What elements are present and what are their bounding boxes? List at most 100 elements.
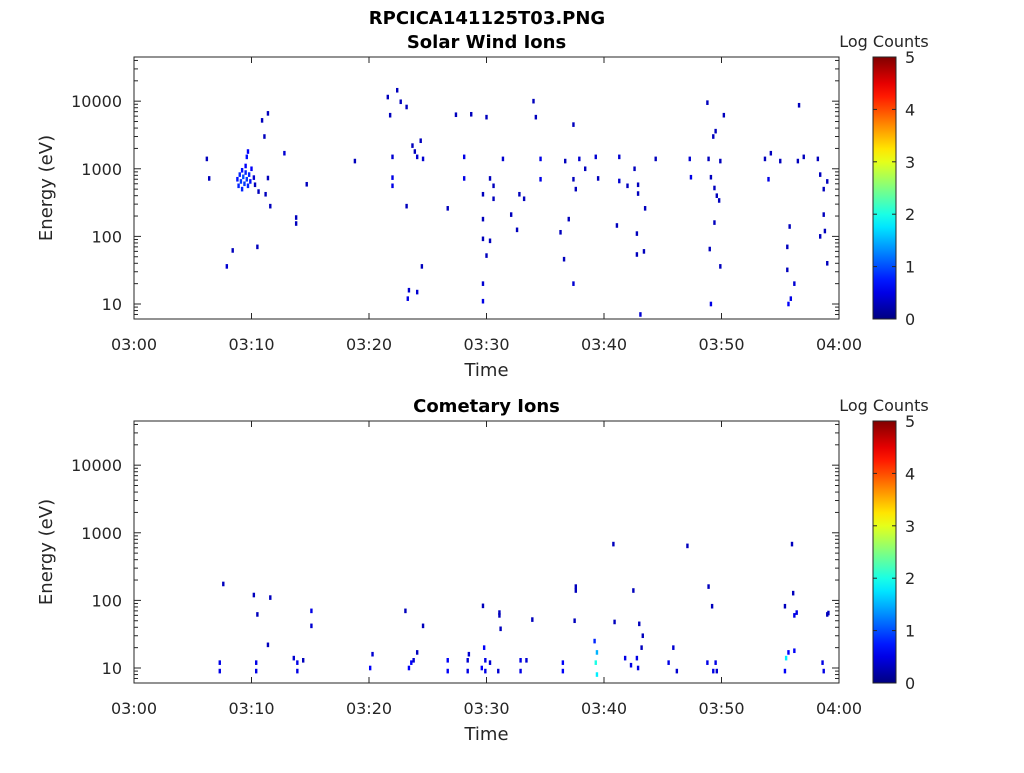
data-cell [767, 176, 770, 182]
data-cell [415, 289, 419, 295]
y-tick-label: 100 [91, 591, 122, 610]
data-cell [231, 248, 234, 253]
plot-area [134, 421, 839, 683]
data-cell [531, 617, 534, 622]
x-axis-label: Time [463, 724, 508, 745]
data-cell [266, 642, 270, 648]
data-cell [822, 212, 825, 217]
data-cell [296, 668, 299, 674]
data-cell [522, 196, 526, 202]
data-cell [574, 584, 577, 589]
data-cell [578, 156, 581, 162]
data-cell [239, 179, 243, 184]
data-cell [481, 603, 485, 609]
data-cell [618, 178, 621, 184]
data-cell [707, 584, 710, 589]
data-cell [467, 651, 471, 657]
data-cell [784, 655, 788, 661]
data-cell [826, 179, 829, 184]
x-tick-label: 03:50 [698, 335, 744, 354]
data-cell [420, 264, 424, 269]
data-cell [488, 238, 492, 244]
data-cell [594, 660, 597, 665]
data-cell [218, 660, 221, 665]
data-cell [802, 154, 805, 160]
data-cell [572, 281, 575, 286]
data-cell [779, 158, 782, 164]
data-cell [481, 216, 485, 222]
data-cell [572, 122, 575, 127]
colorbar-label: Log Counts [839, 396, 929, 415]
data-cell [639, 312, 642, 317]
data-cell [482, 645, 486, 650]
data-cell [532, 98, 535, 104]
data-cell [404, 608, 407, 614]
data-cell [595, 650, 599, 655]
data-cell [237, 183, 240, 189]
data-cell [407, 665, 411, 671]
data-cell [715, 668, 718, 674]
data-cell [252, 592, 256, 598]
data-cell [245, 176, 248, 182]
x-tick-label: 03:00 [111, 335, 157, 354]
data-cell [405, 104, 408, 110]
data-cell [719, 158, 722, 164]
data-cell [238, 172, 241, 177]
data-cell [509, 212, 513, 217]
data-cell [302, 658, 305, 663]
data-cell [446, 658, 449, 663]
data-cell [714, 660, 717, 665]
panel-title: Cometary Ions [413, 396, 560, 417]
colorbar-tick-label: 0 [905, 310, 915, 329]
data-cell [391, 175, 394, 180]
data-cell [618, 154, 621, 160]
data-cell [253, 182, 257, 188]
data-cell [706, 660, 709, 665]
data-cell [654, 156, 657, 162]
data-cell [712, 668, 715, 674]
data-cell [574, 588, 577, 593]
data-cell [266, 111, 270, 116]
data-cell [269, 595, 272, 600]
data-cell [672, 645, 675, 650]
panel-title: Solar Wind Ions [407, 32, 566, 53]
data-cells [205, 87, 829, 317]
x-tick-label: 03:50 [698, 699, 744, 718]
data-cell [615, 223, 619, 228]
data-cell [562, 256, 566, 262]
data-cell [466, 658, 469, 663]
data-cell [368, 665, 372, 671]
data-cell [791, 590, 795, 596]
data-cell [584, 166, 587, 172]
data-cell [205, 156, 209, 162]
data-cell [371, 651, 374, 657]
colorbar-tick-label: 2 [905, 205, 915, 224]
data-cell [713, 185, 716, 191]
data-cell [561, 668, 565, 674]
y-tick-label: 10 [102, 659, 122, 678]
data-cell [713, 220, 716, 225]
data-cell [391, 183, 394, 189]
x-tick-label: 03:20 [346, 699, 392, 718]
data-cell [574, 186, 577, 192]
data-cell [708, 246, 711, 252]
x-tick-label: 03:00 [111, 699, 157, 718]
colorbar-tick-label: 3 [905, 517, 915, 536]
data-cell [462, 176, 466, 181]
data-cell [421, 623, 425, 629]
y-tick-label: 1000 [81, 524, 122, 543]
data-cell [515, 227, 519, 233]
data-cell [484, 658, 487, 663]
data-cell [613, 619, 616, 625]
data-cell [561, 660, 565, 665]
data-cell [243, 181, 246, 187]
data-cell [247, 172, 251, 177]
data-cell [636, 665, 640, 671]
data-cell [470, 111, 473, 117]
data-cell [709, 301, 713, 307]
colorbar-tick-label: 5 [905, 412, 915, 431]
data-cell [722, 112, 726, 118]
data-cell [218, 668, 221, 674]
data-cell [260, 118, 264, 123]
